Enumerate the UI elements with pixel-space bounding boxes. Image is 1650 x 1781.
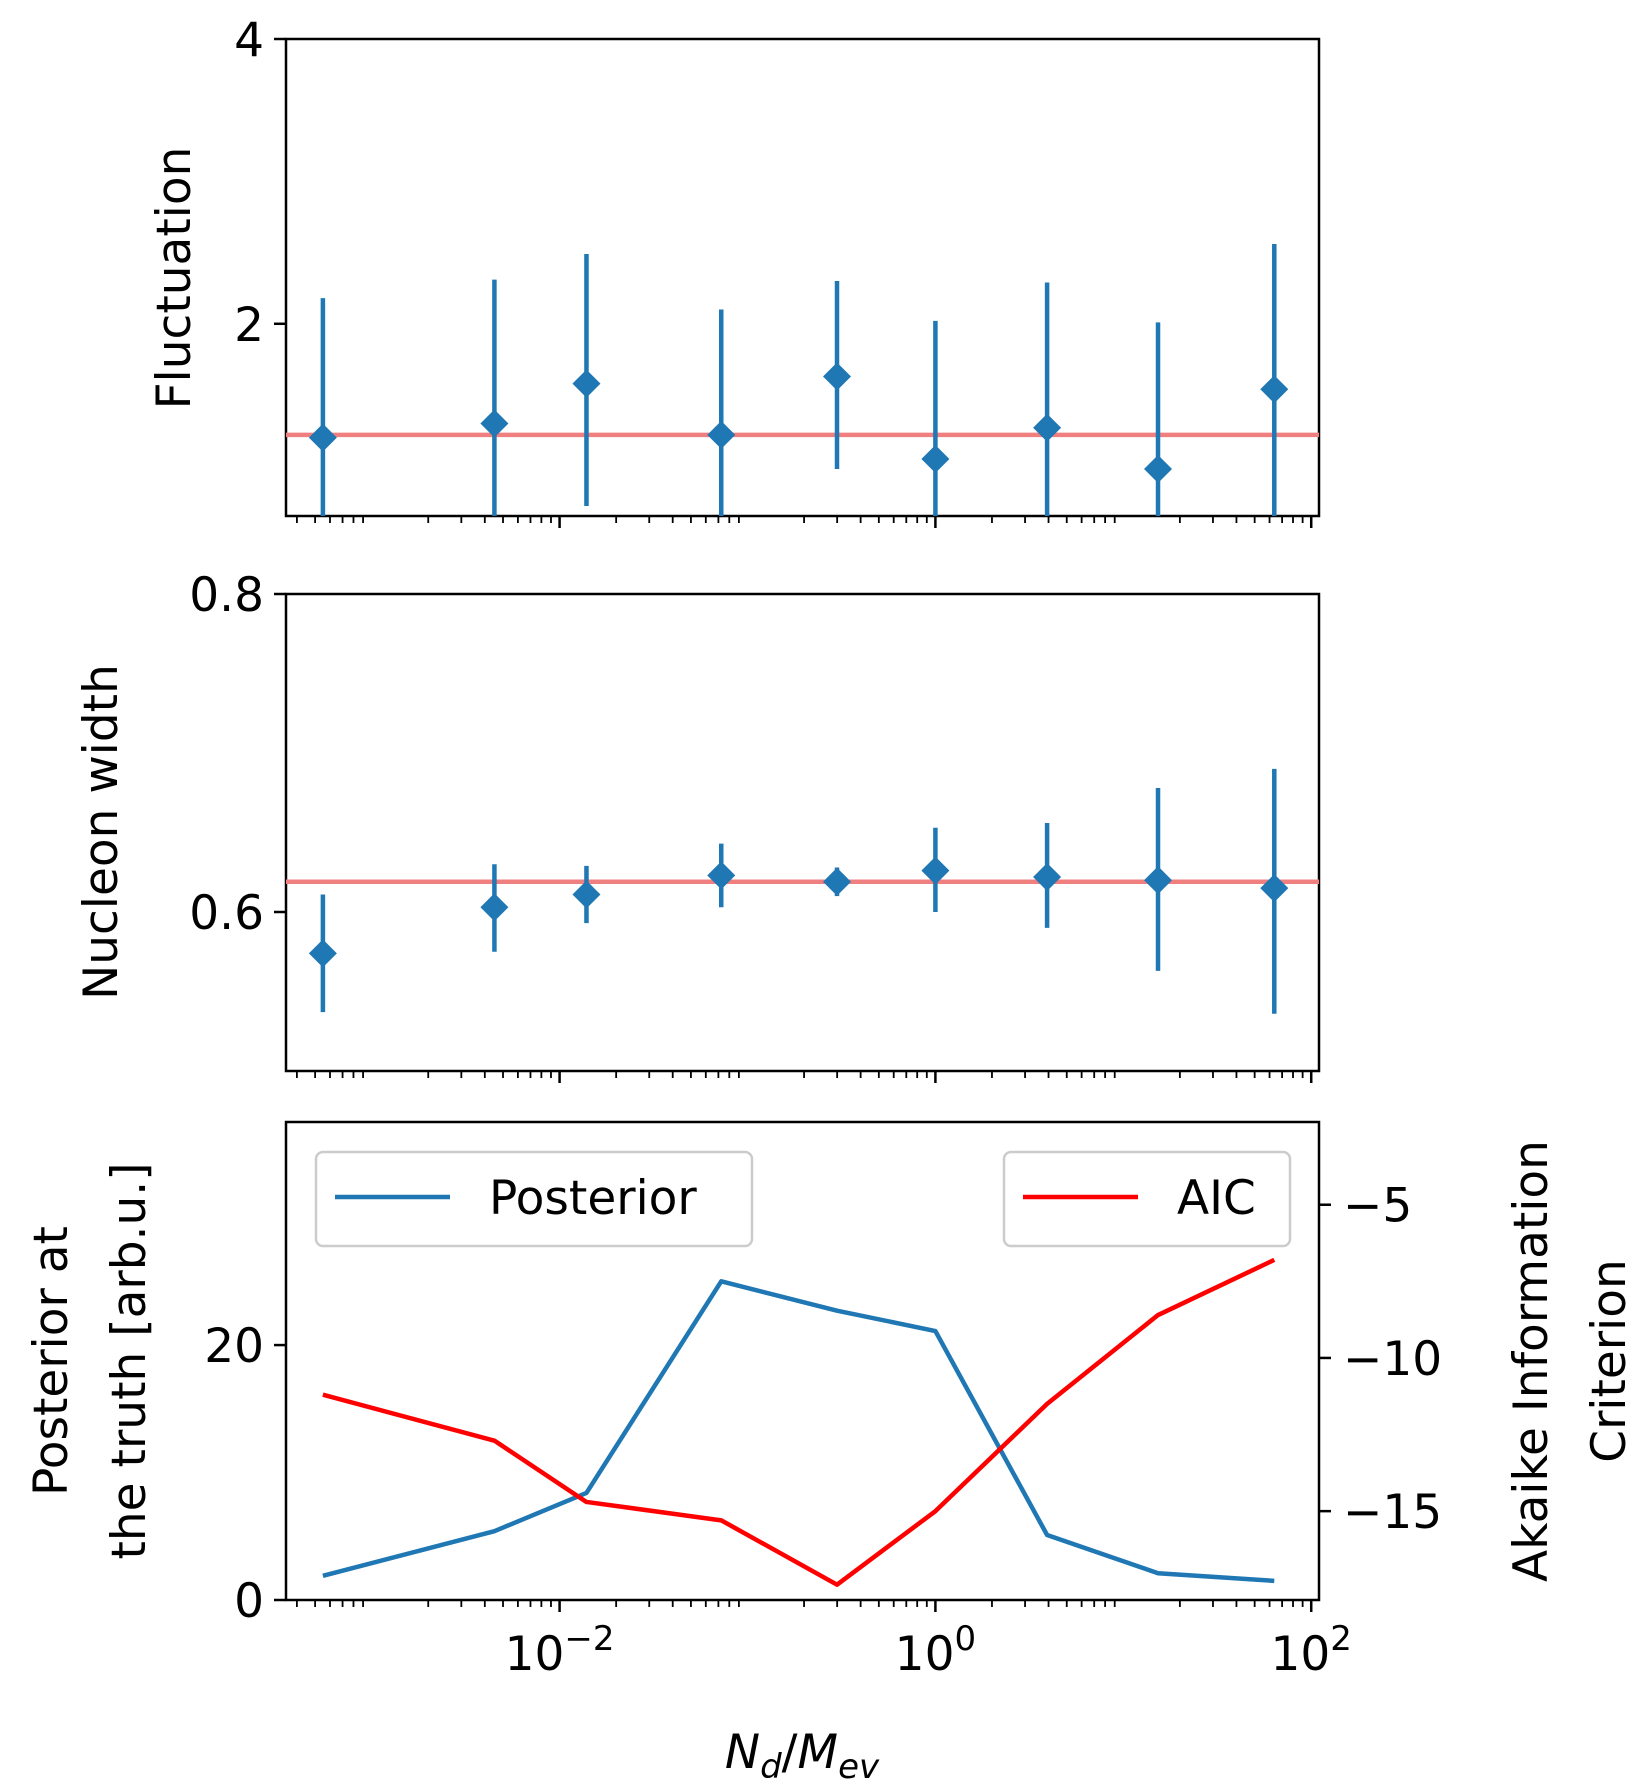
bottom-y-tick-label: 20	[204, 1319, 264, 1374]
bottom-y-axis-label-line1: Posterior at	[24, 1226, 79, 1496]
right-y-axis-label-line2: Criterion	[1582, 1259, 1637, 1462]
bottom-y-tick-label: 0	[234, 1574, 264, 1629]
top-y-tick-label: 4	[234, 13, 264, 68]
legend-aic-box	[1002, 1150, 1292, 1248]
middle-data-point	[1260, 874, 1289, 903]
middle-panel	[284, 592, 1321, 1073]
right-y-tick-label: −10	[1343, 1332, 1442, 1387]
x-axis-label-n-sub: d	[760, 1747, 782, 1781]
right-y-axis-label-line1: Akaike Information	[1504, 1140, 1559, 1582]
middle-data-point	[921, 856, 950, 885]
top-panel-frame	[284, 37, 1321, 518]
x-axis-label-slash: /	[782, 1725, 798, 1780]
legend-posterior-label: Posterior	[489, 1171, 697, 1226]
x-tick-label: 100	[895, 1619, 976, 1682]
top-y-tick-label: 2	[234, 298, 264, 353]
series-line-posterior	[322, 1279, 1275, 1584]
middle-data-point	[308, 939, 337, 968]
top-data-point	[572, 369, 601, 398]
top-y-axis-label: Fluctuation	[147, 147, 202, 410]
middle-y-tick-label: 0.8	[189, 568, 264, 623]
legend-aic: AIC	[1002, 1150, 1292, 1248]
legend-posterior-box	[314, 1150, 754, 1248]
top-data-point	[1144, 455, 1173, 484]
right-y-tick-label: −5	[1343, 1179, 1412, 1234]
legend-aic-label: AIC	[1177, 1171, 1256, 1226]
middle-data-point	[480, 893, 509, 922]
top-data-point	[1033, 413, 1062, 442]
middle-panel-frame	[284, 592, 1321, 1073]
top-data-point	[707, 420, 736, 449]
x-axis-label-m-sub: ev	[838, 1747, 880, 1781]
middle-data-point	[1033, 863, 1062, 892]
x-tick-label: 102	[1270, 1619, 1351, 1682]
middle-data-point	[1144, 866, 1173, 895]
x-axis-label-m: M	[798, 1725, 839, 1780]
x-tick-label: 10−2	[505, 1619, 615, 1682]
top-data-point	[308, 423, 337, 452]
x-axis-label-n: N	[725, 1725, 760, 1780]
middle-data-point	[572, 880, 601, 909]
middle-y-axis-label: Nucleon width	[74, 664, 129, 1000]
top-data-point	[921, 445, 950, 474]
middle-data-point	[707, 861, 736, 890]
right-y-tick-label: −15	[1343, 1485, 1442, 1540]
middle-data-point	[823, 867, 852, 896]
top-data-point	[1260, 375, 1289, 404]
bottom-panel-frame	[284, 1120, 1321, 1602]
middle-y-tick-label: 0.6	[189, 886, 264, 941]
bottom-y-axis-label-line2: the truth [arb.u.]	[102, 1162, 157, 1559]
series-line-aic	[322, 1257, 1276, 1587]
x-axis-label: Nd/Mev	[725, 1725, 880, 1781]
top-data-point	[480, 409, 509, 438]
top-data-point	[823, 362, 852, 391]
top-panel	[284, 37, 1321, 518]
bottom-panel: Posterior AIC	[284, 1120, 1321, 1602]
legend-posterior: Posterior	[314, 1150, 754, 1248]
